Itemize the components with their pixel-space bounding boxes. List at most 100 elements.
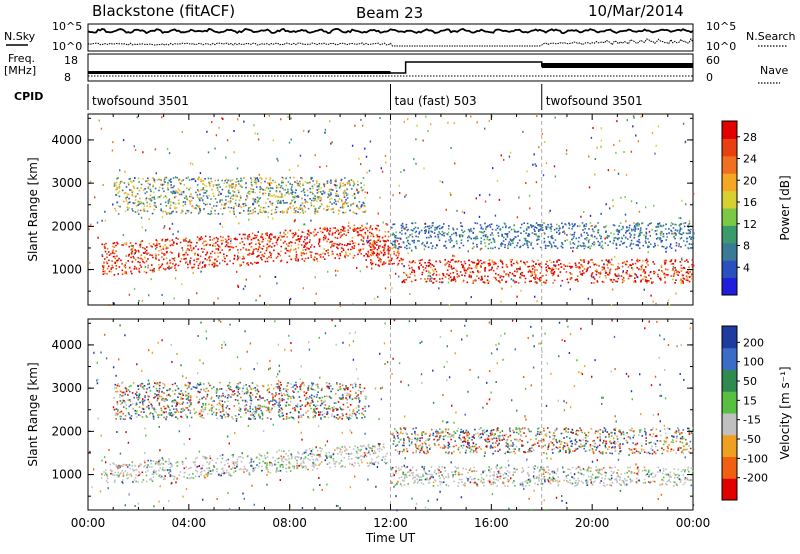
scatter-cells — [101, 223, 390, 276]
freq-label: Freq. — [8, 52, 35, 65]
x-tick-label: 16:00 — [474, 516, 509, 530]
y-tick-label: 2000 — [51, 424, 82, 438]
colorbar-tick-label: -50 — [743, 433, 761, 446]
colorbar-segment — [722, 456, 737, 479]
colorbar-tick-label: 28 — [743, 131, 757, 144]
colorbar-label: Power [dB] — [778, 175, 792, 240]
colorbar-tick-label: 4 — [743, 261, 750, 274]
colorbar-segment — [722, 277, 737, 296]
rti-panel-power: 1000 2000 3000 4000 Slant Range [km] — [26, 113, 695, 307]
colorbar-frame — [721, 120, 738, 296]
colorbar-segment — [722, 391, 737, 414]
nsearch-line — [87, 37, 694, 47]
freq-unit: [MHz] — [4, 64, 36, 77]
cpid-mode-label: twofsound 3501 — [546, 94, 643, 108]
colorbar-velocity: 200 100 50 15 -15 -50 -100 -200 Velocity [m s⁻¹] — [721, 325, 792, 501]
colorbar-segment — [722, 190, 737, 209]
colorbar-tick-label: 100 — [743, 356, 764, 369]
freq-tick-top: 18 — [64, 54, 78, 67]
colorbar-tick-label: 15 — [743, 394, 757, 407]
scatter-cells — [391, 427, 691, 455]
scatter-cells — [115, 382, 363, 420]
colorbar-segment — [722, 413, 737, 436]
scatter-cells — [390, 427, 690, 455]
date-label: 10/Mar/2014 — [588, 2, 684, 20]
colorbar-segment — [722, 434, 737, 457]
freq-tick-bottom: 8 — [64, 71, 71, 84]
site-title: Blackstone (fitACF) — [92, 2, 235, 20]
cpid-mode-label: twofsound 3501 — [92, 94, 189, 108]
nsky-tick-top: 10^5 — [52, 20, 82, 33]
x-tick-label: 08:00 — [272, 516, 307, 530]
colorbar-tick-label: 8 — [743, 240, 750, 253]
scatter-cells — [113, 382, 367, 420]
x-tick-label: 12:00 — [373, 516, 408, 530]
colorbar-tick-label: 200 — [743, 336, 764, 349]
y-tick-label: 1000 — [51, 263, 82, 277]
colorbar-segment — [722, 369, 737, 392]
scatter-cells — [390, 466, 693, 487]
scatter-cells — [392, 427, 694, 454]
scatter-cells — [393, 427, 692, 454]
x-tick-label: 04:00 — [172, 516, 207, 530]
scatter-cells — [401, 258, 693, 284]
colorbar-segment — [722, 347, 737, 370]
y-tick-label: 1000 — [51, 468, 82, 482]
nsky-strip-frame — [87, 23, 694, 52]
freq-band-2 — [541, 63, 693, 68]
x-axis-label: Time UT — [365, 531, 416, 545]
scatter-cells — [103, 223, 390, 276]
beam-label: Beam 23 — [356, 4, 423, 22]
colorbar-tick-label: -15 — [743, 414, 761, 427]
rti-panels: 1000 2000 3000 4000 Slant Range [km] 1000 2000… — [26, 113, 711, 545]
nsearch-tick-top: 10^5 — [706, 20, 736, 33]
y-tick-label: 4000 — [51, 133, 82, 147]
nsearch-tick-bottom: 10^0 — [706, 40, 736, 53]
cpid-label: CPID — [14, 90, 43, 103]
x-tick-label: 00:00 — [676, 516, 711, 530]
colorbars: 4 8 12 16 20 24 28 Power [dB] 200 100 50 15 -15 -50 -1… — [721, 120, 792, 501]
y-tick-label: 2000 — [51, 219, 82, 233]
colorbar-segment — [722, 242, 737, 261]
colorbar-tick-label: 50 — [743, 375, 757, 388]
colorbar-segment — [722, 138, 737, 157]
colorbar-tick-label: 24 — [743, 153, 757, 166]
nsky-tick-bottom: 10^0 — [52, 40, 82, 53]
colorbar-segment — [722, 225, 737, 244]
colorbar-segment — [722, 478, 737, 501]
colorbar-segment — [722, 326, 737, 349]
scatter-cells — [366, 238, 402, 268]
cpid-modes: twofsound 3501 tau (fast) 503 twofsound 35… — [87, 84, 643, 110]
freq-series — [88, 61, 693, 77]
colorbar-segment — [722, 260, 737, 279]
scatter-cells — [113, 176, 367, 215]
colorbar-tick-label: -200 — [743, 472, 768, 485]
scatter-cells — [401, 258, 695, 284]
colorbar-tick-label: 12 — [743, 218, 757, 231]
nsky-line — [87, 27, 694, 35]
nave-tick-bottom: 0 — [706, 71, 713, 84]
nave-label: Nave — [760, 64, 788, 77]
y-tick-label: 3000 — [51, 176, 82, 190]
colorbar-tick-label: -100 — [743, 452, 768, 465]
rti-panel-velocity: 1000 2000 3000 4000 Slant Range [km] 00:00 04:… — [26, 318, 711, 545]
colorbar-tick-label: 20 — [743, 174, 757, 187]
colorbar-segment — [722, 208, 737, 226]
colorbar-tick-label: 16 — [743, 196, 757, 209]
scatter-cells — [392, 222, 695, 250]
nsearch-label: N.Search — [746, 30, 796, 43]
x-tick-label: 00:00 — [71, 516, 106, 530]
colorbar-segment — [722, 155, 737, 174]
y-axis-label: Slant Range [km] — [26, 157, 40, 261]
scatter-cells — [100, 443, 388, 484]
nave-tick-top: 60 — [706, 54, 720, 67]
scatter-cells — [115, 176, 366, 215]
y-tick-label: 3000 — [51, 381, 82, 395]
scatter-cells — [119, 382, 367, 420]
nsky-series — [87, 27, 694, 47]
colorbar-frame — [721, 325, 738, 501]
cpid-mode-label: tau (fast) 503 — [395, 94, 477, 108]
y-axis-label: Slant Range [km] — [26, 362, 40, 466]
nsky-label: N.Sky — [4, 30, 36, 43]
y-tick-label: 4000 — [51, 338, 82, 352]
